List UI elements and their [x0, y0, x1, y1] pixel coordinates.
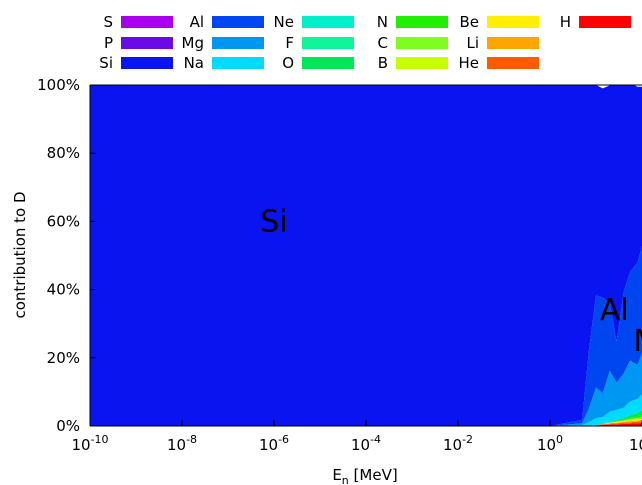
x-tick-exp: -8: [186, 433, 197, 446]
legend-label: Mg: [182, 34, 204, 52]
x-axis-label-sub: n: [342, 474, 349, 485]
legend-swatch: [212, 37, 264, 49]
legend-label: He: [458, 54, 479, 72]
legend-swatch: [487, 57, 539, 69]
legend-item-na: Na: [184, 54, 264, 72]
legend-label: Al: [190, 13, 204, 31]
legend-label: Be: [459, 13, 479, 31]
legend-swatch: [302, 37, 354, 49]
legend-item-h: H: [560, 13, 631, 31]
legend-item-mg: Mg: [182, 34, 264, 52]
legend-item-li: Li: [466, 34, 539, 52]
x-tick-label: 10-6: [259, 433, 289, 454]
legend-label: O: [282, 54, 294, 72]
x-tick-base: 10: [167, 436, 186, 454]
x-tick-base: 10: [537, 436, 556, 454]
legend-swatch: [396, 57, 448, 69]
legend-label: F: [285, 34, 294, 52]
legend-label: B: [378, 54, 388, 72]
legend-swatch: [302, 57, 354, 69]
area-mg: [90, 353, 642, 426]
x-axis-label: En [MeV]: [332, 466, 397, 485]
annotation-si: Si: [260, 204, 287, 239]
legend-swatch: [212, 57, 264, 69]
legend-label: Ne: [274, 13, 294, 31]
legend-label: Na: [184, 54, 204, 72]
y-tick-label: 60%: [47, 212, 80, 230]
legend-swatch: [396, 37, 448, 49]
legend-swatch: [121, 57, 173, 69]
plot-area: [90, 85, 642, 426]
y-tick-label: 100%: [37, 76, 80, 94]
legend-swatch: [487, 37, 539, 49]
legend-label: N: [377, 13, 388, 31]
area-si: [90, 85, 642, 426]
legend-swatch: [302, 16, 354, 28]
area-al: [90, 245, 642, 426]
y-tick-label: 0%: [56, 417, 80, 435]
x-tick-exp: 0: [556, 433, 563, 446]
x-tick-label: 10-8: [167, 433, 197, 454]
legend-label: C: [378, 34, 388, 52]
y-tick-label: 20%: [47, 349, 80, 367]
x-tick-exp: -2: [462, 433, 473, 446]
legend-label: P: [104, 34, 113, 52]
legend-item-si: Si: [99, 54, 173, 72]
x-axis-label-main: E: [332, 466, 341, 484]
legend-swatch: [396, 16, 448, 28]
legend-item-c: C: [378, 34, 448, 52]
legend-item-al: Al: [190, 13, 264, 31]
tick-labels: 10-1010-810-610-410-21001020%20%40%60%80…: [37, 76, 642, 454]
x-tick-base: 10: [443, 436, 462, 454]
x-tick-exp: -10: [91, 433, 109, 446]
legend-swatch: [579, 16, 631, 28]
x-tick-label: 100: [537, 433, 563, 454]
x-tick-base: 10: [259, 436, 278, 454]
x-tick-exp: -6: [278, 433, 289, 446]
annotation-al: Al: [600, 293, 629, 328]
y-axis-label: contribution to D: [11, 191, 29, 318]
legend-swatch: [487, 16, 539, 28]
legend-label: S: [103, 13, 113, 31]
legend-item-s: S: [103, 13, 173, 31]
legend-swatch: [212, 16, 264, 28]
legend-label: Si: [99, 54, 113, 72]
x-tick-base: 10: [351, 436, 370, 454]
x-tick-label: 10-2: [443, 433, 473, 454]
x-tick-base: 10: [71, 436, 90, 454]
x-tick-base: 10: [629, 436, 642, 454]
x-tick-label: 10-4: [351, 433, 381, 454]
legend-label: H: [560, 13, 571, 31]
legend: SP Si Al Mg Na Ne FO NCB Be Li He H: [99, 13, 631, 72]
legend-item-n: N: [377, 13, 448, 31]
annotation-mg: Mg: [633, 324, 642, 359]
x-tick-label: 10-10: [71, 433, 108, 454]
legend-item-b: B: [378, 54, 448, 72]
x-tick-label: 102: [629, 433, 642, 454]
legend-swatch: [121, 16, 173, 28]
legend-item-he: He: [458, 54, 539, 72]
legend-item-be: Be: [459, 13, 539, 31]
y-tick-label: 40%: [47, 281, 80, 299]
legend-swatch: [121, 37, 173, 49]
legend-item-f: F: [285, 34, 354, 52]
legend-item-o: O: [282, 54, 354, 72]
x-axis-label-rest: [MeV]: [349, 466, 398, 484]
legend-label: Li: [466, 34, 479, 52]
x-tick-exp: -4: [370, 433, 381, 446]
legend-item-ne: Ne: [274, 13, 354, 31]
y-tick-label: 80%: [47, 144, 80, 162]
legend-item-p: P: [104, 34, 173, 52]
